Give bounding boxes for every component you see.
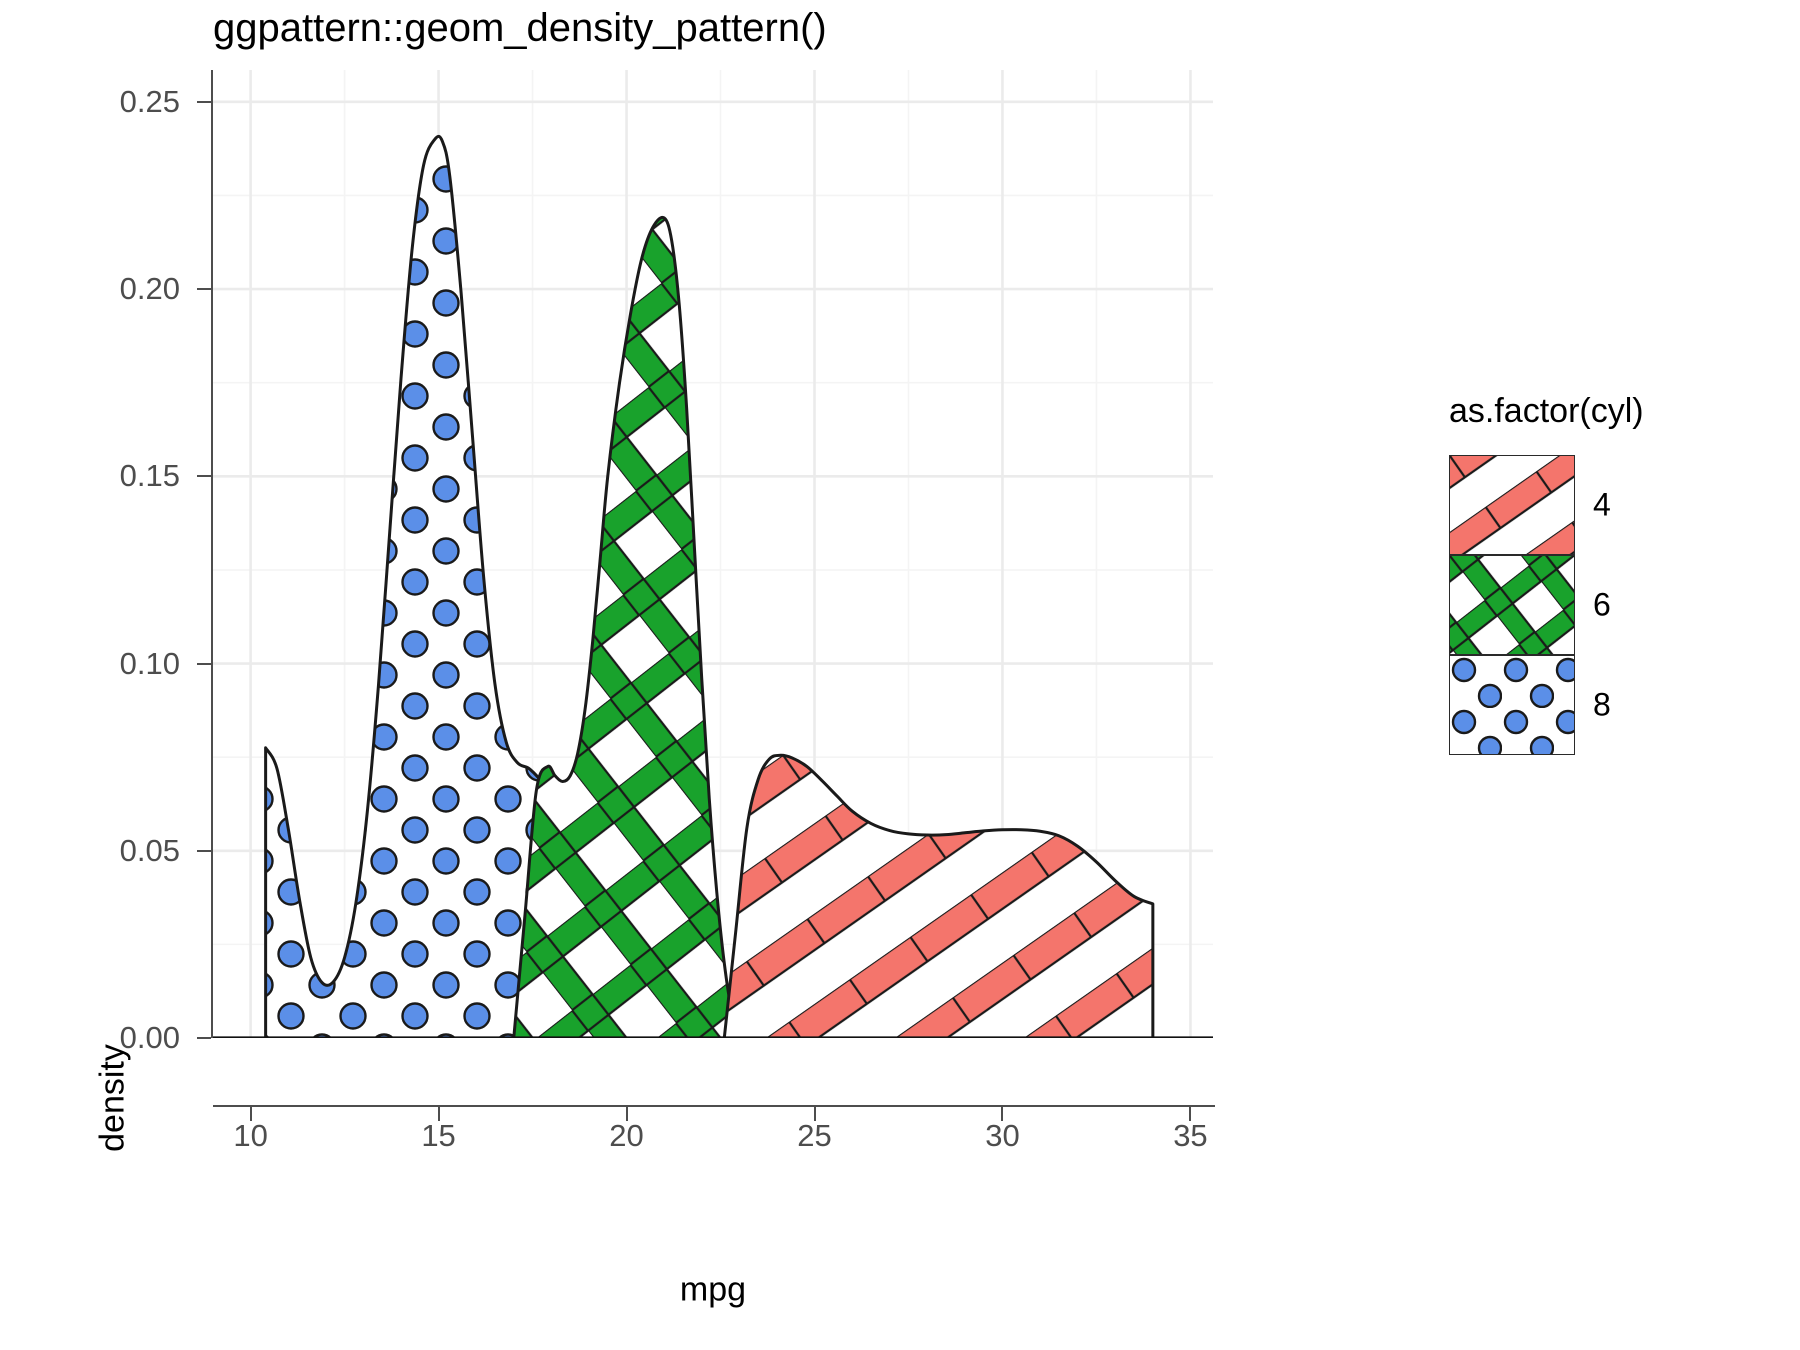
legend-title: as.factor(cyl) — [1449, 392, 1644, 430]
x-tick-label: 30 — [985, 1118, 1020, 1153]
y-tick-mark — [197, 100, 211, 103]
density-plot-svg — [213, 70, 1213, 1038]
y-tick-mark — [197, 662, 211, 665]
x-tick-label: 10 — [233, 1118, 268, 1153]
legend-label: 8 — [1593, 686, 1611, 723]
y-tick-label: 0.20 — [119, 271, 180, 307]
density-area-cyl-4 — [722, 753, 1155, 1038]
y-axis-label: density — [93, 1044, 132, 1152]
density-areas — [264, 134, 1155, 1038]
y-tick-label: 0.10 — [119, 645, 180, 681]
x-tick-mark — [1189, 1107, 1192, 1121]
plot-panel — [213, 70, 1213, 1038]
x-tick-label: 25 — [797, 1118, 832, 1153]
legend-key-stripe-icon — [1449, 455, 1575, 555]
y-tick-mark — [197, 849, 211, 852]
x-tick-mark — [813, 1107, 816, 1121]
y-tick-label: 0.00 — [119, 1020, 180, 1055]
x-tick-mark — [437, 1107, 440, 1121]
y-tick-mark — [197, 475, 211, 478]
y-tick-label: 0.05 — [119, 832, 180, 868]
y-tick-label: 0.25 — [119, 83, 180, 119]
x-tick-mark — [625, 1107, 628, 1121]
y-tick-label: 0.15 — [119, 458, 180, 494]
x-tick-mark — [249, 1107, 252, 1121]
legend-label: 4 — [1593, 486, 1611, 523]
y-axis-line — [211, 70, 213, 1038]
legend-key-weave-icon — [1449, 555, 1575, 655]
page-title: ggpattern::geom_density_pattern() — [213, 6, 827, 50]
x-tick-label: 15 — [421, 1118, 456, 1153]
x-axis-line — [213, 1105, 1215, 1107]
density-area-cyl-6 — [512, 215, 741, 1038]
x-axis-label: mpg — [679, 1270, 747, 1309]
x-tick-mark — [1001, 1107, 1004, 1121]
y-tick-mark — [197, 288, 211, 291]
y-tick-mark — [197, 1037, 211, 1039]
legend-key-circle-icon — [1449, 655, 1575, 755]
x-tick-label: 20 — [609, 1118, 644, 1153]
legend-label: 6 — [1593, 586, 1611, 623]
x-tick-label: 35 — [1173, 1118, 1208, 1153]
